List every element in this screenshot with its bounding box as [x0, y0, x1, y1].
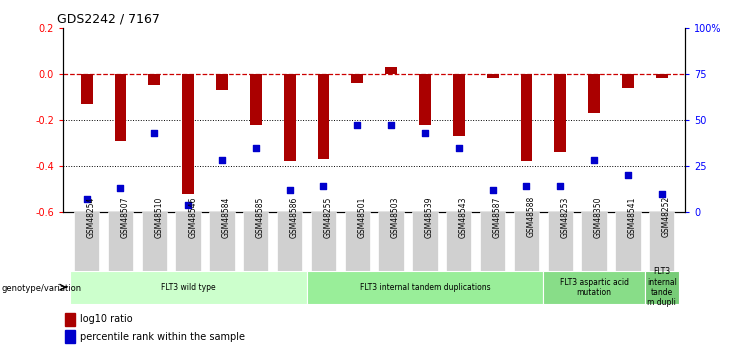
- FancyBboxPatch shape: [310, 212, 336, 271]
- Point: [385, 123, 397, 128]
- Text: log10 ratio: log10 ratio: [80, 315, 133, 324]
- FancyBboxPatch shape: [74, 212, 99, 271]
- Point: [284, 187, 296, 193]
- FancyBboxPatch shape: [514, 212, 539, 271]
- FancyBboxPatch shape: [543, 271, 645, 304]
- FancyBboxPatch shape: [142, 212, 167, 271]
- Text: GSM48255: GSM48255: [324, 196, 333, 238]
- FancyBboxPatch shape: [480, 212, 505, 271]
- Text: GSM48587: GSM48587: [493, 196, 502, 238]
- Text: GSM48254: GSM48254: [87, 196, 96, 238]
- Bar: [419, 74, 431, 125]
- Bar: [318, 74, 330, 159]
- Bar: [81, 74, 93, 104]
- Bar: [284, 74, 296, 161]
- Text: FLT3 wild type: FLT3 wild type: [161, 283, 216, 292]
- Point: [453, 145, 465, 150]
- Text: percentile rank within the sample: percentile rank within the sample: [80, 332, 245, 342]
- Point: [487, 187, 499, 193]
- Text: GSM48501: GSM48501: [357, 196, 366, 238]
- FancyBboxPatch shape: [70, 271, 307, 304]
- Point: [216, 158, 228, 163]
- Text: genotype/variation: genotype/variation: [1, 284, 82, 293]
- Point: [115, 185, 127, 191]
- Text: GDS2242 / 7167: GDS2242 / 7167: [57, 12, 159, 25]
- Bar: [554, 74, 566, 152]
- Bar: [65, 330, 75, 343]
- Point: [520, 184, 532, 189]
- FancyBboxPatch shape: [345, 212, 370, 271]
- Bar: [588, 74, 600, 113]
- FancyBboxPatch shape: [107, 212, 133, 271]
- FancyBboxPatch shape: [548, 212, 573, 271]
- Text: GSM48252: GSM48252: [662, 196, 671, 237]
- Text: GSM48586: GSM48586: [290, 196, 299, 238]
- Point: [351, 123, 363, 128]
- Point: [250, 145, 262, 150]
- FancyBboxPatch shape: [379, 212, 404, 271]
- Point: [81, 197, 93, 202]
- Text: GSM48507: GSM48507: [121, 196, 130, 238]
- Bar: [487, 74, 499, 78]
- FancyBboxPatch shape: [277, 212, 302, 271]
- FancyBboxPatch shape: [446, 212, 471, 271]
- Point: [622, 172, 634, 178]
- FancyBboxPatch shape: [412, 212, 438, 271]
- Point: [554, 184, 566, 189]
- Bar: [182, 74, 194, 194]
- Bar: [453, 74, 465, 136]
- Bar: [148, 74, 160, 85]
- FancyBboxPatch shape: [176, 212, 201, 271]
- Text: GSM48510: GSM48510: [154, 196, 163, 238]
- FancyBboxPatch shape: [209, 212, 235, 271]
- Text: GSM48539: GSM48539: [425, 196, 434, 238]
- Text: FLT3 internal tandem duplications: FLT3 internal tandem duplications: [359, 283, 491, 292]
- FancyBboxPatch shape: [243, 212, 268, 271]
- Text: FLT3
internal
tande
m dupli: FLT3 internal tande m dupli: [647, 267, 677, 307]
- Point: [318, 184, 330, 189]
- FancyBboxPatch shape: [582, 212, 607, 271]
- Bar: [656, 74, 668, 78]
- Text: GSM48585: GSM48585: [256, 196, 265, 238]
- Text: GSM48543: GSM48543: [459, 196, 468, 238]
- Bar: [385, 67, 397, 74]
- Text: GSM48503: GSM48503: [391, 196, 400, 238]
- Point: [182, 202, 194, 208]
- Point: [588, 158, 600, 163]
- Text: GSM48253: GSM48253: [560, 196, 569, 238]
- Bar: [250, 74, 262, 125]
- Point: [419, 130, 431, 136]
- Bar: [65, 313, 75, 326]
- Bar: [216, 74, 228, 90]
- Text: FLT3 aspartic acid
mutation: FLT3 aspartic acid mutation: [559, 277, 628, 297]
- Text: GSM48541: GSM48541: [628, 196, 637, 238]
- Bar: [115, 74, 127, 141]
- Point: [656, 191, 668, 197]
- FancyBboxPatch shape: [615, 212, 641, 271]
- Bar: [351, 74, 363, 83]
- Bar: [520, 74, 532, 161]
- Text: GSM48584: GSM48584: [222, 196, 231, 238]
- FancyBboxPatch shape: [649, 212, 674, 271]
- FancyBboxPatch shape: [307, 271, 543, 304]
- Text: GSM48588: GSM48588: [526, 196, 536, 237]
- FancyBboxPatch shape: [645, 271, 679, 304]
- Text: GSM48546: GSM48546: [188, 196, 197, 238]
- Point: [148, 130, 160, 136]
- Bar: [622, 74, 634, 88]
- Text: GSM48350: GSM48350: [594, 196, 603, 238]
